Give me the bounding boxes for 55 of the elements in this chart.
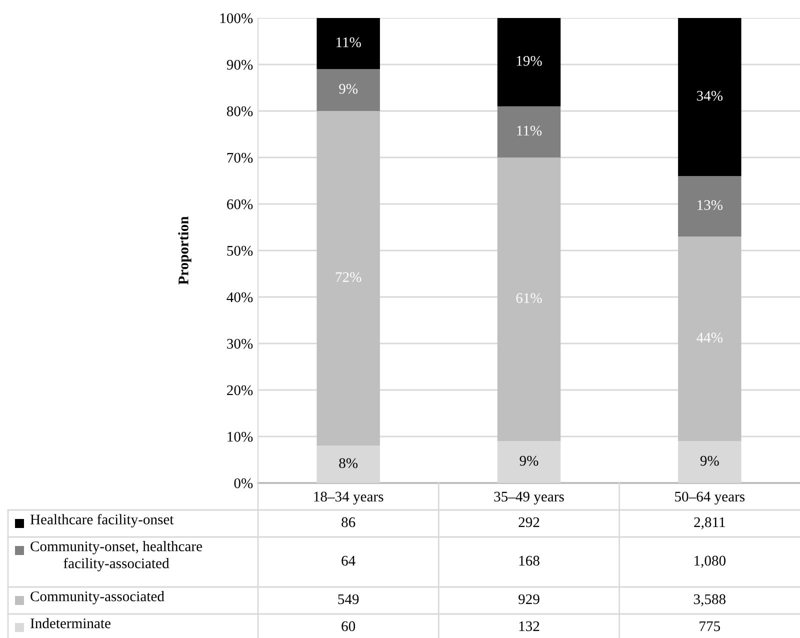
bar [316, 446, 380, 483]
legend-label: Community-onset, healthcare facility-associated [30, 541, 202, 572]
text: 60 [342, 621, 356, 632]
text: 2,811 [694, 517, 725, 530]
y-tick-label: 0% [234, 478, 253, 488]
bar [497, 158, 561, 442]
bar [316, 111, 380, 446]
legend-label: Indeterminate [30, 618, 110, 628]
data-label: 11% [517, 126, 542, 136]
data-label: 44% [696, 332, 723, 343]
text: 775 [700, 621, 720, 632]
y-tick-label: 20% [227, 385, 253, 396]
y-tick-label: 90% [226, 60, 253, 70]
data-label: 9% [700, 456, 719, 466]
data-label: 11% [336, 37, 361, 48]
y-tick-label: 10% [228, 432, 253, 442]
text: 1,080 [694, 556, 726, 568]
y-tick-label: 100% [220, 13, 253, 24]
x-tick-label: 50–64 years [675, 492, 745, 505]
x-tick-label: 18–34 years [314, 492, 384, 505]
text: 168 [519, 556, 540, 566]
legend-label: Healthcare facility-onset [30, 514, 174, 528]
text: 132 [519, 621, 540, 632]
bar [497, 106, 561, 158]
data-label: 13% [698, 200, 723, 210]
data-label: 19% [516, 56, 542, 66]
y-axis-title: Proportion [178, 216, 192, 285]
bar [497, 441, 561, 483]
text: 3,588 [694, 594, 726, 606]
bar [316, 69, 380, 111]
y-tick-label: 40% [226, 292, 253, 302]
bar [678, 18, 742, 176]
data-label: 8% [339, 458, 358, 468]
data-label: 72% [336, 272, 362, 282]
y-tick-label: 60% [227, 199, 253, 210]
x-tick-label: 35–49 years [494, 492, 564, 505]
bar [316, 18, 380, 70]
bar [678, 176, 742, 237]
text: 549 [338, 594, 359, 604]
y-tick-label: 50% [227, 246, 253, 256]
data-label: 9% [520, 456, 538, 466]
legend-label: Community-associated [30, 591, 164, 604]
y-tick-label: 80% [226, 106, 253, 116]
text: 292 [518, 517, 540, 528]
bar [678, 441, 742, 483]
text: 86 [342, 517, 356, 528]
data-label: 9% [339, 84, 358, 94]
text: 929 [518, 594, 540, 604]
y-tick-label: 70% [227, 152, 253, 163]
bar [678, 236, 742, 442]
text: 64 [342, 556, 356, 566]
data-label: 34% [697, 90, 723, 101]
y-tick-label: 30% [227, 338, 253, 349]
data-label: 61% [516, 293, 542, 304]
bar [497, 18, 561, 106]
